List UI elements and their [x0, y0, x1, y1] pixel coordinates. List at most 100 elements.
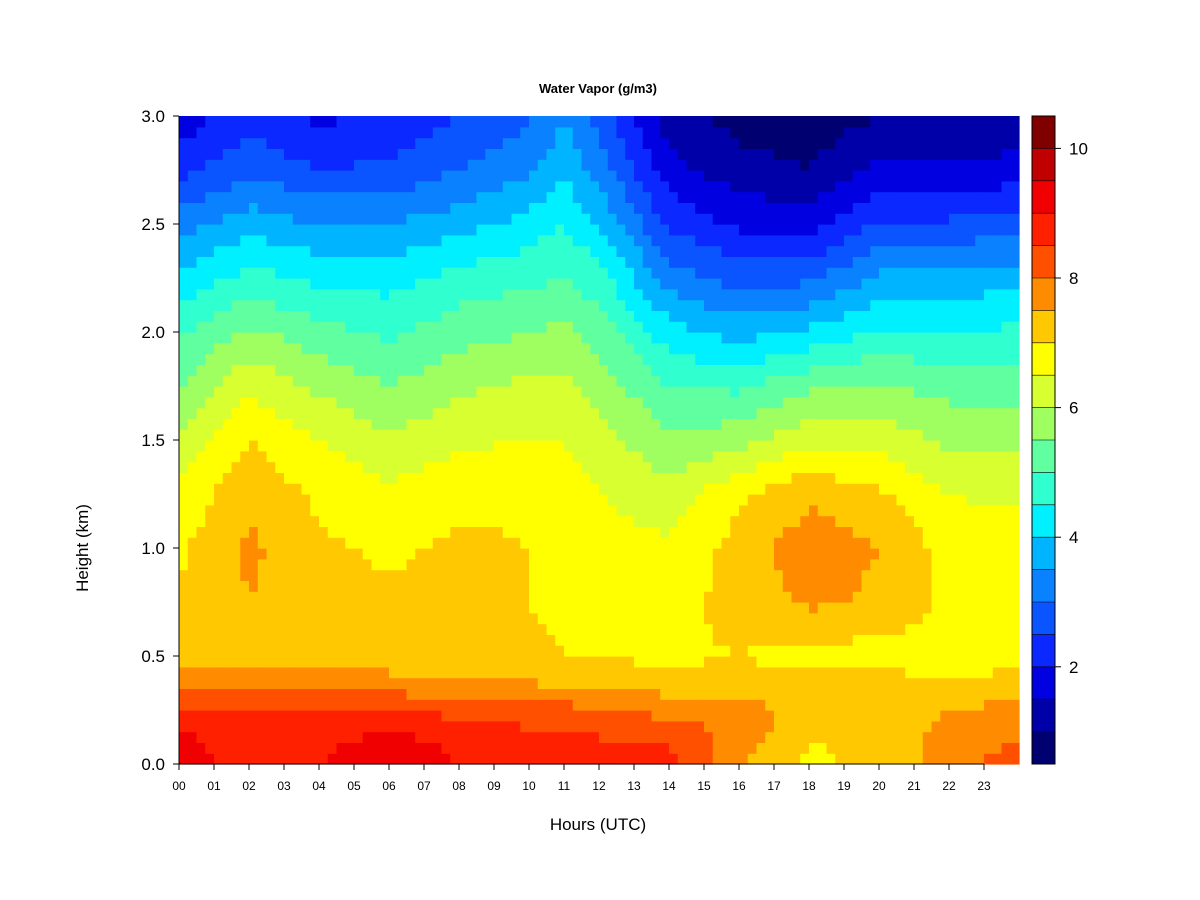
heatmap-cell: [826, 440, 836, 452]
heatmap-cell: [835, 558, 845, 571]
heatmap-cell: [319, 548, 329, 560]
heatmap-cell: [1001, 699, 1011, 711]
heatmap-cell: [187, 375, 198, 387]
heatmap-cell: [266, 591, 276, 603]
heatmap-cell: [739, 558, 749, 571]
heatmap-cell: [914, 645, 924, 657]
heatmap-cell: [879, 548, 889, 560]
heatmap-cell: [397, 656, 408, 668]
heatmap-cell: [879, 213, 889, 225]
heatmap-cell: [642, 537, 653, 549]
heatmap-cell: [607, 526, 618, 538]
heatmap-cell: [257, 666, 268, 679]
heatmap-cell: [931, 753, 941, 765]
heatmap-cell: [844, 288, 854, 301]
heatmap-cell: [809, 342, 819, 355]
heatmap-cell: [196, 407, 206, 419]
heatmap-cell: [555, 332, 565, 344]
heatmap-cell: [389, 494, 399, 506]
heatmap-cell: [240, 742, 250, 754]
heatmap-cell: [494, 602, 504, 614]
heatmap-cell: [345, 256, 355, 268]
heatmap-cell: [879, 677, 889, 689]
heatmap-cell: [651, 386, 661, 398]
heatmap-cell: [222, 720, 233, 733]
heatmap-cell: [581, 224, 591, 236]
heatmap-cell: [686, 375, 696, 387]
heatmap-cell: [537, 515, 548, 527]
heatmap-cell: [931, 515, 941, 527]
heatmap-cell: [765, 548, 775, 560]
heatmap-cell: [187, 699, 198, 711]
heatmap-cell: [984, 353, 994, 365]
heatmap-cell: [284, 548, 294, 560]
heatmap-cell: [555, 375, 565, 387]
heatmap-cell: [485, 429, 495, 441]
heatmap-cell: [660, 364, 670, 376]
heatmap-cell: [441, 558, 451, 571]
heatmap-cell: [257, 224, 268, 236]
heatmap-cell: [275, 278, 285, 290]
heatmap-cell: [572, 278, 583, 290]
heatmap-cell: [835, 602, 845, 614]
heatmap-cell: [651, 558, 661, 571]
heatmap-cell: [520, 731, 530, 743]
heatmap-cell: [966, 396, 976, 409]
heatmap-cell: [756, 332, 766, 344]
heatmap-cell: [782, 699, 793, 711]
heatmap-cell: [327, 591, 338, 603]
heatmap-cell: [450, 612, 460, 625]
heatmap-cell: [327, 710, 338, 722]
heatmap-cell: [669, 580, 679, 592]
heatmap-cell: [765, 580, 775, 592]
heatmap-cell: [502, 558, 513, 571]
heatmap-cell: [415, 234, 425, 247]
heatmap-cell: [564, 504, 574, 517]
heatmap-cell: [879, 580, 889, 592]
heatmap-cell: [625, 656, 635, 668]
heatmap-cell: [721, 504, 731, 517]
heatmap-cell: [747, 245, 758, 257]
heatmap-cell: [800, 602, 810, 614]
heatmap-cell: [774, 580, 784, 592]
heatmap-cell: [345, 429, 355, 441]
heatmap-cell: [800, 321, 810, 333]
heatmap-cell: [887, 720, 898, 733]
heatmap-cell: [362, 580, 373, 592]
heatmap-cell: [406, 375, 416, 387]
heatmap-cell: [992, 321, 1003, 333]
heatmap-cell: [406, 224, 416, 236]
heatmap-cell: [984, 731, 994, 743]
heatmap-cell: [782, 720, 793, 733]
heatmap-cell: [415, 656, 425, 668]
heatmap-cell: [940, 515, 950, 527]
heatmap-cell: [214, 526, 224, 538]
heatmap-cell: [739, 278, 749, 290]
heatmap-cell: [406, 353, 416, 365]
heatmap-cell: [957, 504, 968, 517]
heatmap-cell: [686, 332, 696, 344]
heatmap-cell: [502, 386, 513, 398]
heatmap-cell: [747, 396, 758, 409]
heatmap-cell: [441, 418, 451, 430]
heatmap-cell: [712, 677, 723, 689]
heatmap-cell: [450, 278, 460, 290]
heatmap-cell: [879, 353, 889, 365]
heatmap-cell: [730, 407, 740, 419]
heatmap-cell: [336, 699, 346, 711]
heatmap-cell: [870, 699, 880, 711]
heatmap-cell: [572, 407, 583, 419]
heatmap-cell: [669, 548, 679, 560]
heatmap-cell: [292, 256, 303, 268]
heatmap-cell: [371, 558, 381, 571]
heatmap-cell: [345, 677, 355, 689]
heatmap-cell: [922, 677, 933, 689]
heatmap-cell: [616, 688, 626, 700]
heatmap-cell: [721, 472, 731, 484]
heatmap-cell: [651, 666, 661, 679]
heatmap-cell: [310, 753, 320, 765]
heatmap-cell: [196, 656, 206, 668]
heatmap-cell: [494, 288, 504, 301]
heatmap-cell: [686, 440, 696, 452]
heatmap-cell: [835, 710, 845, 722]
